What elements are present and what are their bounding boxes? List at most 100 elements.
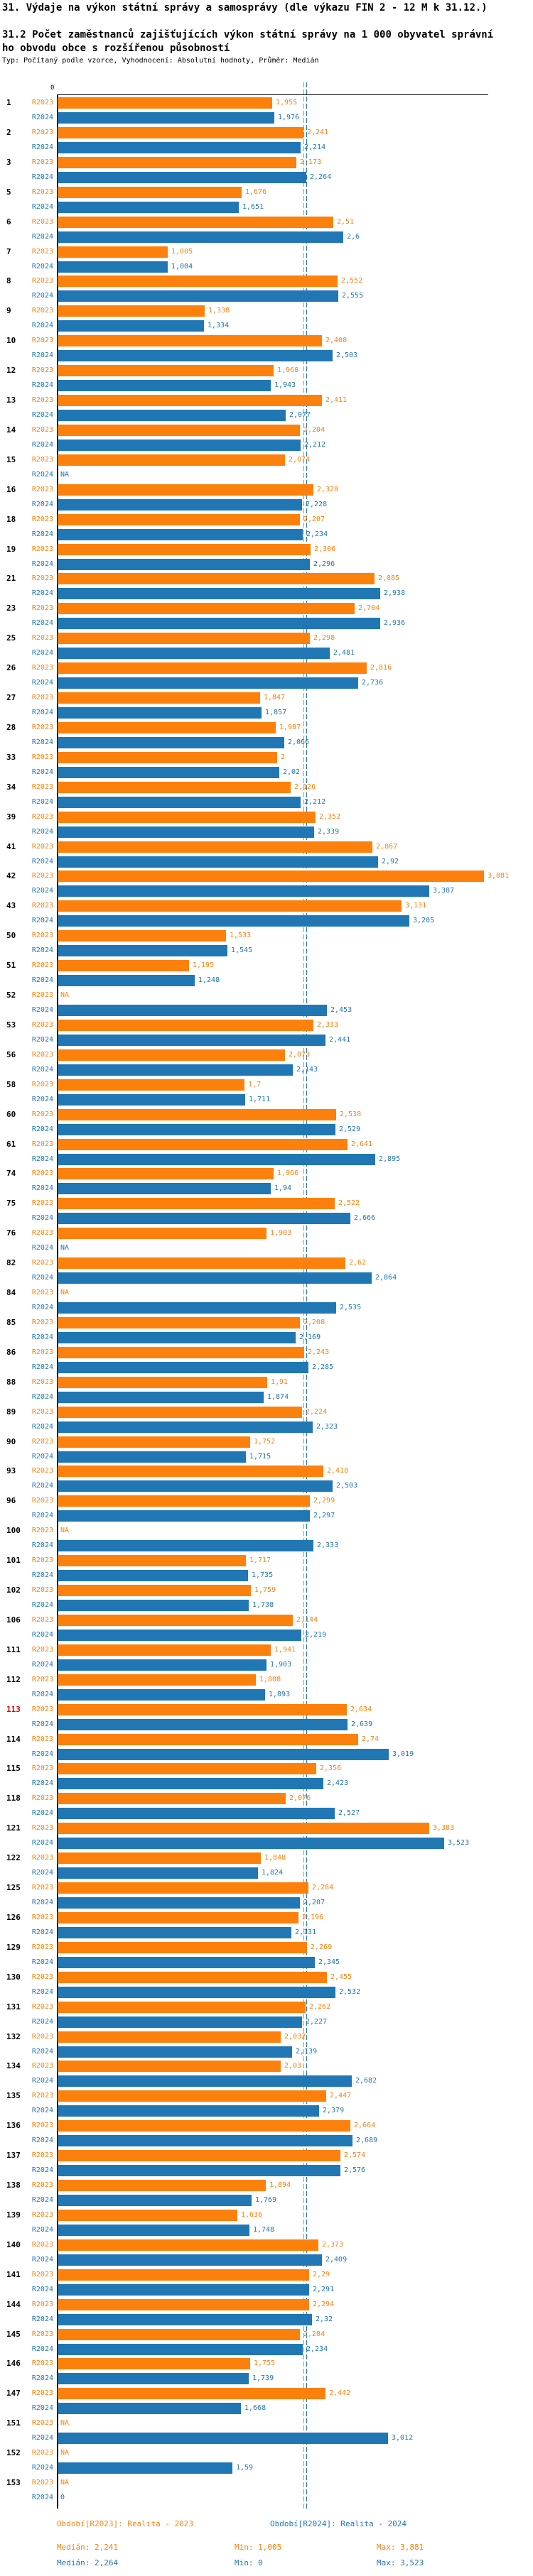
value-label-r2023: 2,208 <box>303 1319 325 1326</box>
row-number-label: 74 <box>6 1169 16 1178</box>
series-label-r2024: R2024 <box>31 1006 53 1014</box>
bar-r2024 <box>58 1570 248 1581</box>
value-label-r2023: 2,408 <box>325 337 348 344</box>
row-number-label: 53 <box>6 1020 16 1030</box>
bar-r2024 <box>58 677 358 689</box>
series-label-r2024: R2024 <box>31 589 53 597</box>
bar-r2024 <box>58 529 303 540</box>
series-label-r2024: R2024 <box>31 322 53 329</box>
value-label-r2023: 2,269 <box>311 1943 333 1951</box>
bar-r2023 <box>58 544 311 555</box>
bar-r2024 <box>58 1094 245 1106</box>
series-label-r2024: R2024 <box>31 1779 53 1787</box>
bar-r2023 <box>58 633 310 644</box>
series-label-r2024: R2024 <box>31 768 53 776</box>
value-label-r2024: 3,019 <box>392 1750 414 1758</box>
series-label-r2024: R2024 <box>31 2226 53 2234</box>
value-label-r2024: 1,903 <box>270 1661 292 1669</box>
value-label-r2023: 2,51 <box>337 218 355 226</box>
series-label-r2024: R2024 <box>31 1274 53 1282</box>
series-label-r2023: R2023 <box>31 337 53 344</box>
series-label-r2024: R2024 <box>31 2434 53 2442</box>
series-label-r2023: R2023 <box>31 2033 53 2041</box>
series-label-r2023: R2023 <box>31 2479 53 2487</box>
series-label-r2023: R2023 <box>31 129 53 136</box>
value-label-r2023: 2,298 <box>313 634 335 642</box>
series-label-r2023: R2023 <box>31 1140 53 1148</box>
value-label-r2023: 3,383 <box>433 1824 455 1832</box>
series-label-r2024: R2024 <box>31 2107 53 2114</box>
row-number-label: 14 <box>6 425 16 435</box>
bar-r2024 <box>58 1719 348 1730</box>
bar-r2024 <box>58 1332 296 1343</box>
value-label-r2023: 2,373 <box>322 2241 344 2249</box>
median-line-r2023 <box>303 82 304 2509</box>
series-label-r2023: R2023 <box>31 1438 53 1446</box>
bar-r2023 <box>58 2061 281 2072</box>
value-label-r2024: 2,339 <box>318 828 340 836</box>
bar-r2023 <box>58 2299 309 2310</box>
bar-r2024 <box>58 826 314 838</box>
bar-r2024 <box>58 2165 340 2176</box>
value-label-r2023: 3,881 <box>488 872 510 880</box>
bar-r2023 <box>58 1555 246 1566</box>
bar-r2024 <box>58 1630 301 1641</box>
value-label-r2023: 2,634 <box>350 1705 372 1713</box>
value-label-r2023: 2,299 <box>313 1497 335 1505</box>
row-number-label: 125 <box>6 1883 21 1892</box>
series-label-r2024: R2024 <box>31 828 53 836</box>
bar-r2024 <box>58 2075 352 2087</box>
series-label-r2024: R2024 <box>31 530 53 538</box>
series-label-r2023: R2023 <box>31 396 53 404</box>
missing-value-label-r2023: NA <box>60 2479 70 2487</box>
series-label-r2024: R2024 <box>31 441 53 449</box>
series-label-r2023: R2023 <box>31 1527 53 1534</box>
value-label-r2024: 2,169 <box>299 1333 321 1341</box>
row-number-label: 86 <box>6 1348 16 1357</box>
bar-r2024 <box>58 1540 313 1551</box>
value-label-r2024: 2,639 <box>351 1720 373 1728</box>
row-number-label: 88 <box>6 1377 16 1387</box>
value-label-r2023: 2,411 <box>325 396 348 404</box>
series-label-r2023: R2023 <box>31 456 53 464</box>
bar-r2024 <box>58 1897 300 1909</box>
series-label-r2024: R2024 <box>31 1809 53 1817</box>
value-label-r2023: 2,62 <box>349 1259 367 1267</box>
value-label-r2024: 2,143 <box>296 1066 318 1074</box>
bar-r2023 <box>58 484 313 496</box>
legend-period-r2024: Období[R2024]: Realita - 2024 <box>270 2519 407 2528</box>
row-number-label: 27 <box>6 693 16 702</box>
series-label-r2023: R2023 <box>31 872 53 880</box>
bar-r2024 <box>58 737 284 748</box>
value-label-r2023: 1,847 <box>264 694 286 702</box>
bar-r2023 <box>58 1615 293 1626</box>
bar-r2024 <box>58 1957 315 1968</box>
value-label-r2023: 2,241 <box>307 129 329 136</box>
bar-r2023 <box>58 1347 304 1358</box>
value-label-r2024: 2,291 <box>313 2286 335 2293</box>
row-number-label: 21 <box>6 574 16 583</box>
bar-r2023 <box>58 2269 309 2281</box>
series-label-r2024: R2024 <box>31 976 53 984</box>
bar-r2023 <box>58 1585 251 1596</box>
bar-r2023 <box>58 335 322 346</box>
bar-r2024 <box>58 1808 335 1819</box>
series-label-r2024: R2024 <box>31 1393 53 1401</box>
series-label-r2024: R2024 <box>31 1750 53 1758</box>
value-label-r2023: 1,941 <box>274 1646 296 1654</box>
bar-r2023 <box>58 305 205 317</box>
series-label-r2023: R2023 <box>31 694 53 702</box>
series-label-r2024: R2024 <box>31 203 53 211</box>
series-label-r2023: R2023 <box>31 1497 53 1505</box>
indicator-subtitle: 31.2 Počet zaměstnanců zajišťujících výk… <box>2 29 494 54</box>
value-label-r2023: 1,195 <box>193 961 215 969</box>
value-label-r2023: 2 <box>281 753 286 761</box>
row-number-label: 1 <box>6 98 11 107</box>
bar-r2024 <box>58 231 343 243</box>
bar-r2024 <box>58 2284 309 2296</box>
value-label-r2024: 2,345 <box>318 1958 340 1966</box>
bar-r2023 <box>58 1942 307 1953</box>
value-label-r2024: 2,409 <box>325 2256 348 2264</box>
bar-r2024 <box>58 2314 312 2325</box>
